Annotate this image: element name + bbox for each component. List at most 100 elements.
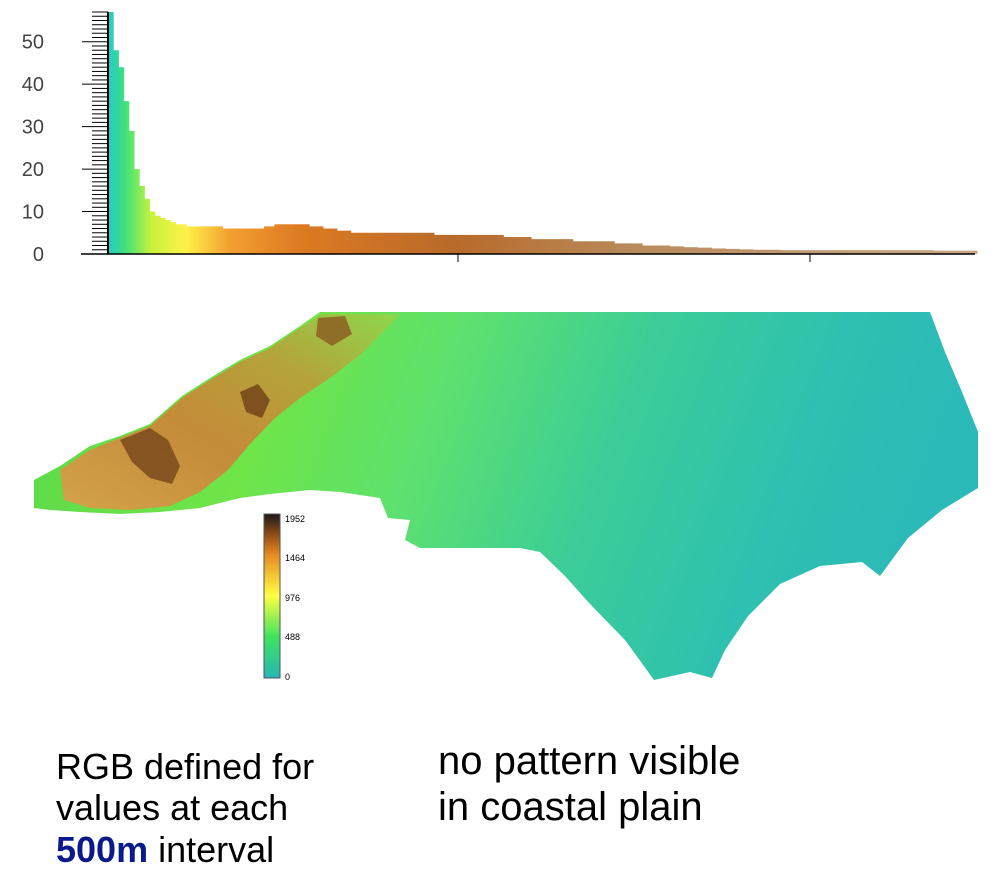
legend-label-max: 1952: [285, 514, 305, 524]
histogram-bar: [198, 226, 206, 254]
histogram-bar: [600, 241, 615, 254]
caption-left: RGB defined for values at each 500m inte…: [56, 746, 314, 870]
histogram-bar: [222, 228, 234, 254]
histogram-bar: [309, 226, 324, 254]
histogram-bar: [822, 250, 837, 254]
histogram-bar: [128, 130, 135, 254]
histogram-bar: [655, 245, 671, 254]
legend-colorbar: [263, 513, 281, 679]
histogram-bar: [503, 237, 518, 254]
histogram-bar: [232, 228, 244, 254]
interval-value: 500m: [56, 828, 149, 870]
high-peaks: [316, 316, 352, 346]
histogram-bar: [864, 250, 879, 254]
histogram-bar: [780, 250, 796, 254]
histogram-bar: [975, 250, 978, 254]
histogram-bar: [753, 249, 768, 254]
legend-label-min: 0: [285, 672, 290, 682]
histogram-bar: [350, 232, 366, 254]
y-tick-label: 0: [33, 244, 44, 266]
histogram-bar: [461, 234, 477, 254]
high-peaks: [120, 428, 180, 484]
y-tick-label: 40: [22, 74, 44, 96]
histogram-bar: [274, 224, 286, 254]
high-peaks: [240, 384, 270, 418]
histogram-bar: [212, 226, 223, 254]
caption-left-line: RGB defined for: [56, 746, 315, 787]
histogram-bar: [284, 224, 296, 254]
y-tick-label: 50: [22, 32, 44, 54]
histogram-bar: [420, 232, 435, 254]
histogram-bar: [683, 247, 699, 254]
histogram-bar: [392, 232, 407, 254]
histogram-bar: [669, 246, 685, 254]
histogram-bar: [180, 224, 187, 254]
histogram-bar: [191, 226, 199, 254]
histogram-bar: [489, 234, 504, 254]
legend-label: 976: [285, 593, 300, 603]
histogram-bar: [123, 101, 130, 254]
histogram-bar: [877, 250, 893, 254]
histogram-bar: [165, 220, 171, 254]
histogram-bar: [697, 247, 712, 254]
histogram-bar: [739, 249, 754, 254]
histogram-bar: [243, 228, 255, 254]
histogram-bar: [205, 226, 213, 254]
interval-text: interval: [148, 828, 275, 870]
histogram-bar: [139, 186, 145, 254]
histogram-bar: [808, 250, 823, 254]
histogram-bar: [891, 250, 907, 254]
histogram-bar: [586, 241, 601, 254]
histogram-bar: [572, 241, 588, 254]
histogram-bar: [766, 249, 782, 254]
caption-left-line: 500m interval: [56, 829, 314, 870]
histogram-bar: [175, 224, 182, 254]
legend-label: 488: [285, 632, 300, 642]
histogram-bar: [711, 248, 726, 254]
histogram-bar: [475, 234, 490, 254]
histogram-bar: [447, 234, 463, 254]
histogram-bar: [433, 234, 449, 254]
y-tick-label: 10: [22, 202, 44, 224]
histogram-bar: [108, 12, 114, 254]
histogram-bar: [378, 232, 393, 254]
histogram-bar: [642, 245, 657, 254]
histogram-bar: [323, 228, 338, 254]
caption-right-line: no pattern visible: [438, 739, 741, 783]
histogram-bar: [725, 248, 740, 254]
histogram-bar: [558, 239, 574, 254]
histogram-bar: [933, 250, 948, 254]
histogram-bar: [144, 198, 151, 254]
histogram-bar: [336, 230, 352, 254]
histogram-bar: [118, 67, 125, 254]
histogram-bar: [186, 226, 192, 254]
histogram-bar: [947, 250, 962, 254]
histogram-bar: [836, 250, 851, 254]
histogram-bar: [149, 211, 156, 254]
histogram-bars: [108, 12, 978, 254]
histogram-bar: [295, 224, 310, 254]
histogram-bar: [531, 239, 546, 254]
histogram-bar: [160, 217, 166, 254]
histogram-bar: [170, 222, 177, 254]
y-tick-label: 30: [22, 117, 44, 139]
histogram-bar: [517, 237, 532, 254]
y-ticks: [82, 11, 108, 255]
histogram-bar: [134, 169, 140, 254]
histogram-bar: [794, 250, 810, 254]
elevation-histogram: 0 10 20 30 40 50: [22, 11, 978, 266]
histogram-bar: [628, 243, 643, 254]
y-tick-labels: 0 10 20 30 40 50: [22, 32, 44, 266]
histogram-bar: [544, 239, 560, 254]
y-tick-label: 20: [22, 159, 44, 181]
histogram-bar: [253, 228, 265, 254]
histogram-bar: [264, 226, 275, 254]
histogram-bar: [919, 250, 934, 254]
histogram-bar: [905, 250, 921, 254]
histogram-bar: [154, 215, 161, 254]
histogram-bar: [364, 232, 380, 254]
histogram-bar: [614, 243, 629, 254]
histogram-bar: [961, 250, 976, 254]
legend-label: 1464: [285, 553, 305, 563]
